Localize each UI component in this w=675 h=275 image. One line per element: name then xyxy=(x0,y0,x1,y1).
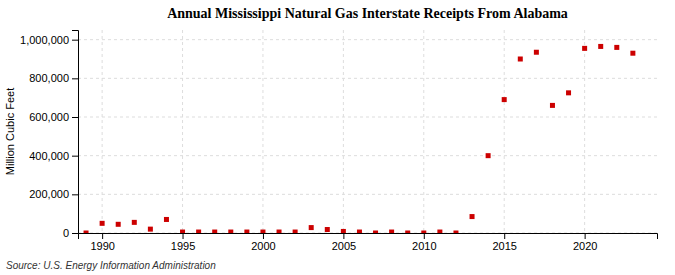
grid-line xyxy=(102,30,103,233)
tick: 2005 xyxy=(332,233,356,252)
y-axis-title: Million Cubic Feet xyxy=(4,88,16,175)
point xyxy=(614,45,619,50)
tick: 1,000,000 xyxy=(20,34,78,46)
point xyxy=(421,231,426,234)
grid-line xyxy=(78,194,657,195)
point xyxy=(630,51,635,56)
point xyxy=(244,230,249,233)
tick-label: 600,000 xyxy=(29,111,69,123)
point xyxy=(502,97,507,102)
tick-label: 400,000 xyxy=(29,150,69,162)
tick-mark xyxy=(183,233,184,239)
tick: 200,000 xyxy=(29,188,78,200)
x-axis: 1990 1995 2000 2005 2010 2015 2020 xyxy=(79,233,658,252)
point xyxy=(518,57,523,62)
point xyxy=(84,231,89,234)
grid-line xyxy=(343,30,344,233)
point xyxy=(116,222,121,227)
point xyxy=(598,44,603,49)
tick-label: 800,000 xyxy=(29,72,69,84)
tick: 2020 xyxy=(573,233,597,252)
tick-label: 2015 xyxy=(492,240,516,252)
tick-label: 1995 xyxy=(171,240,195,252)
point xyxy=(196,230,201,233)
title: Annual Mississippi Natural Gas Interstat… xyxy=(167,6,568,21)
point xyxy=(357,230,362,233)
source: Source: U.S. Energy Information Administ… xyxy=(6,260,216,271)
tick: 0 xyxy=(63,227,78,239)
point xyxy=(389,230,394,233)
tick-label: 200,000 xyxy=(29,188,69,200)
grid-line xyxy=(78,155,657,156)
point xyxy=(341,229,346,233)
tick-label: 2005 xyxy=(332,240,356,252)
point xyxy=(228,230,233,233)
tick-label: 2000 xyxy=(251,240,275,252)
point xyxy=(373,231,378,234)
point xyxy=(180,230,185,233)
grid-line xyxy=(262,30,263,233)
point xyxy=(309,225,314,230)
point xyxy=(550,103,555,108)
tick: 600,000 xyxy=(29,111,78,123)
tick-mark xyxy=(72,156,78,157)
tick-label: 1990 xyxy=(90,240,114,252)
point xyxy=(534,50,539,55)
grid-line xyxy=(504,30,505,233)
point xyxy=(325,227,330,232)
tick: 2000 xyxy=(251,233,275,252)
tick-mark xyxy=(72,194,78,195)
tick-mark xyxy=(102,233,103,239)
tick-mark xyxy=(263,233,264,239)
tick-mark xyxy=(72,78,78,79)
point xyxy=(148,227,153,232)
tick: 1990 xyxy=(90,233,114,252)
point xyxy=(260,230,265,233)
point xyxy=(164,217,169,222)
tick: 1995 xyxy=(171,233,195,252)
tick-label: 2020 xyxy=(573,240,597,252)
tick-mark xyxy=(72,40,78,41)
grid-line xyxy=(78,78,657,79)
tick-label: 2010 xyxy=(412,240,436,252)
tick: 2010 xyxy=(412,233,436,252)
tick: 800,000 xyxy=(29,72,78,84)
point xyxy=(212,230,217,233)
tick-label: 0 xyxy=(63,227,69,239)
tick-label: 1,000,000 xyxy=(20,34,69,46)
tick-mark xyxy=(504,233,505,239)
point xyxy=(453,231,458,234)
point xyxy=(566,90,571,95)
grid-line xyxy=(182,30,183,233)
point xyxy=(437,230,442,233)
axis-line xyxy=(79,234,658,240)
tick-mark xyxy=(72,117,78,118)
point xyxy=(293,230,298,233)
point xyxy=(405,231,410,234)
chart: 1990 1995 2000 2005 2010 2015 2020 0 200,000 400,… xyxy=(0,0,675,275)
grid-line xyxy=(423,30,424,233)
y-axis: 0 200,000 400,000 600,000 800,000 1,000,000 xyxy=(20,31,78,240)
grid xyxy=(78,30,657,233)
grid-line xyxy=(78,117,657,118)
tick-mark xyxy=(72,233,78,234)
point xyxy=(470,214,475,219)
point xyxy=(582,46,587,51)
point xyxy=(486,153,491,158)
point xyxy=(132,220,137,225)
grid-line xyxy=(78,39,657,40)
grid-line xyxy=(584,30,585,233)
axis-line xyxy=(72,31,79,234)
tick: 2015 xyxy=(492,233,516,252)
tick-mark xyxy=(343,233,344,239)
plot: 1990 1995 2000 2005 2010 2015 2020 0 200,000 400,… xyxy=(20,30,657,252)
tick: 400,000 xyxy=(29,150,78,162)
tick-mark xyxy=(585,233,586,239)
points xyxy=(84,44,636,233)
tick-mark xyxy=(424,233,425,239)
point xyxy=(277,230,282,233)
point xyxy=(100,221,105,226)
